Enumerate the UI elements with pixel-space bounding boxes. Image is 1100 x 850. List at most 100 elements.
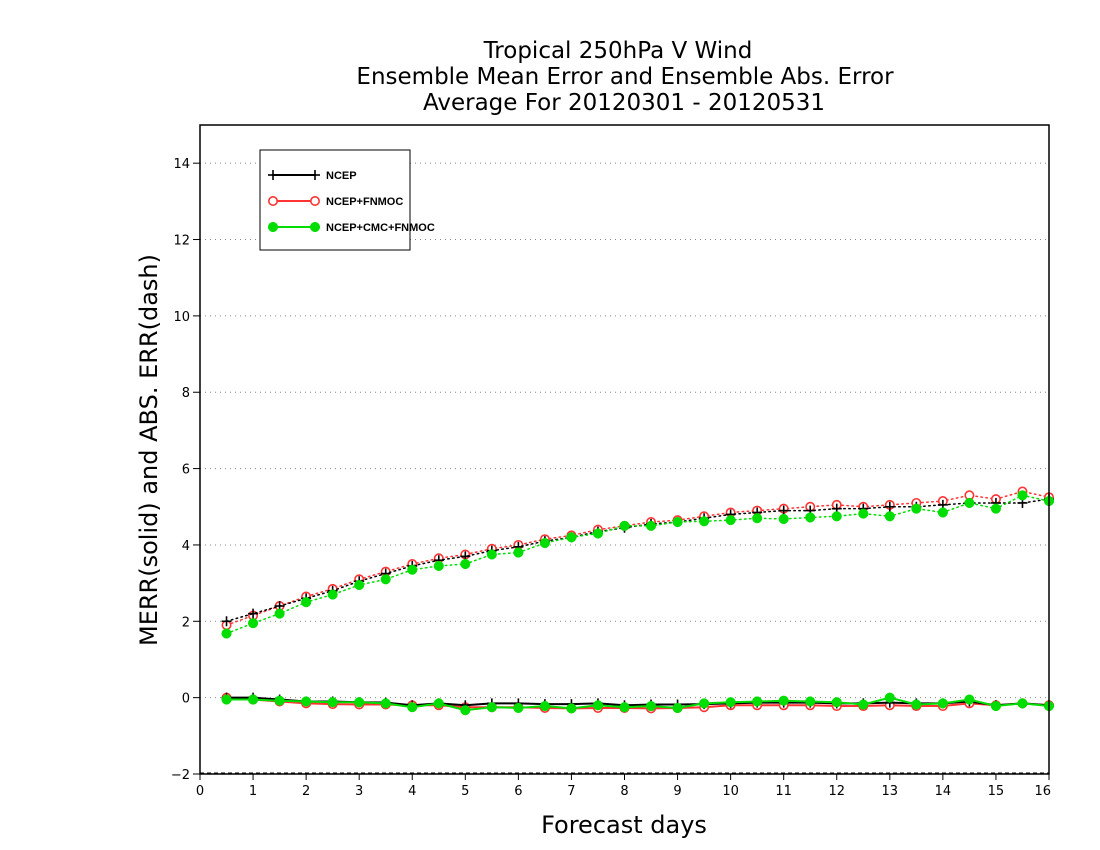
legend-marker (268, 170, 278, 180)
x-tick-label: 1 (249, 784, 257, 799)
mean-error-point (433, 698, 444, 709)
abs-error-point (778, 505, 789, 516)
y-axis-label: MERR(solid) and ABS. ERR(dash) (135, 254, 163, 646)
chart-title-line-1: Tropical 250hPa V Wind (483, 38, 753, 64)
mean-error-point (619, 702, 630, 713)
y-tick-label: 10 (173, 310, 190, 325)
legend-label: NCEP (326, 170, 357, 182)
abs-error-point (486, 549, 497, 560)
abs-error-point (1017, 490, 1028, 501)
abs-error-point (778, 513, 789, 525)
mean-error-point (884, 692, 895, 703)
x-tick-label: 8 (620, 784, 628, 799)
legend: NCEP NCEP+FNMOC NCEP+CMC+FNMOC (259, 149, 435, 251)
abs-error-point (380, 574, 391, 585)
y-tick-label: 4 (182, 539, 190, 554)
x-axis-label: Forecast days (541, 811, 707, 839)
mean-error-point (566, 703, 577, 714)
x-tick-label: 6 (514, 784, 522, 799)
abs-error-point (301, 597, 312, 608)
mean-error-point (990, 700, 1001, 712)
abs-error-point (513, 547, 524, 558)
mean-error-point (858, 699, 869, 710)
mean-error-point (725, 697, 736, 708)
x-tick-label: 9 (673, 784, 681, 799)
mean-error-point (327, 697, 338, 708)
mean-error-point (805, 696, 816, 707)
legend-label: NCEP+CMC+FNMOC (326, 222, 435, 234)
chart-title-line-2: Ensemble Mean Error and Ensemble Abs. Er… (356, 64, 894, 90)
x-tick-label: 13 (882, 784, 899, 799)
abs-error-point (699, 516, 710, 527)
mean-error-point (911, 699, 922, 710)
x-tick-label: 7 (567, 784, 575, 799)
abs-error-point (354, 579, 365, 591)
plot-frame (199, 124, 1050, 775)
abs-error-point (805, 512, 816, 523)
legend-entries: NCEP NCEP+FNMOC NCEP+CMC+FNMOC (267, 170, 435, 234)
chart-title-line-3: Average For 20120301 - 20120531 (423, 90, 825, 116)
abs-error-point (752, 513, 763, 524)
legend-label: NCEP+FNMOC (326, 196, 403, 208)
mean-error-point (778, 695, 789, 706)
abs-error-point (964, 497, 975, 508)
legend-marker (309, 196, 320, 207)
y-tick-label: 0 (182, 692, 190, 707)
y-tick-label: 2 (182, 615, 190, 630)
abs-error-point (433, 560, 444, 571)
legend-entry: NCEP+FNMOC (267, 196, 403, 208)
x-tick-label: 14 (935, 784, 952, 799)
mean-error-point (221, 694, 232, 705)
mean-error-point (380, 698, 391, 709)
abs-error-point (274, 608, 285, 619)
abs-error-point (990, 503, 1001, 514)
x-tick-label: 5 (461, 784, 469, 799)
abs-error-point (672, 516, 683, 528)
mean-error-point (645, 700, 657, 712)
mean-error-point (407, 702, 418, 713)
x-tick-label: 15 (988, 784, 1005, 799)
abs-error-point (566, 532, 577, 543)
y-tick-label: 14 (173, 157, 190, 172)
abs-error-line (225, 494, 1050, 635)
abs-error-point (221, 628, 232, 639)
mean-error-point (831, 697, 842, 708)
abs-error-point (619, 520, 630, 531)
abs-error-point (645, 520, 657, 531)
abs-error-point (248, 618, 259, 629)
x-tick-label: 10 (722, 784, 739, 799)
mean-error-point (274, 695, 285, 706)
abs-error-point (911, 503, 922, 514)
mean-error-point (1017, 698, 1028, 709)
y-tick-label: −2 (171, 768, 190, 783)
mean-error-point (513, 702, 524, 714)
mean-error-point (354, 697, 365, 708)
x-tick-label: 4 (408, 784, 416, 799)
abs-error-point (327, 589, 338, 600)
abs-error-point (831, 511, 842, 522)
abs-error-point (937, 507, 948, 518)
abs-error-point (460, 558, 471, 570)
abs-error-line (225, 498, 1050, 623)
y-tick-label: 6 (182, 463, 190, 478)
mean-error-point (672, 702, 683, 714)
legend-entry: NCEP (268, 170, 357, 182)
mean-error-point (539, 700, 550, 712)
x-tick-label: 0 (196, 784, 204, 799)
abs-error-point (592, 528, 604, 539)
mean-error-point (301, 696, 312, 707)
series-layer (221, 486, 1055, 716)
mean-error-point (699, 698, 710, 709)
abs-error-point (221, 616, 232, 627)
abs-error-point (539, 537, 550, 549)
mean-error-point (592, 700, 604, 711)
mean-error-point (248, 694, 259, 705)
legend-marker (310, 170, 320, 180)
legend-marker (309, 221, 321, 233)
abs-error-point (884, 501, 895, 512)
x-tick-label: 3 (355, 784, 363, 799)
legend-marker (267, 196, 278, 207)
abs-error-line (225, 490, 1050, 626)
